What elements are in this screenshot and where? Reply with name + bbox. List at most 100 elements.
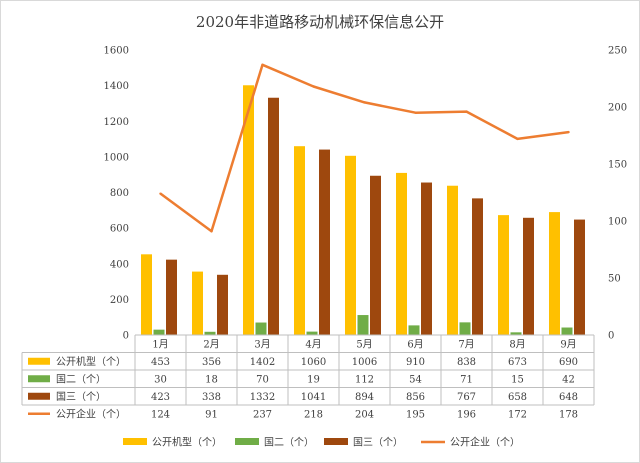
data-label: 218 [304,409,323,420]
line-path [159,63,569,233]
bar [498,215,509,335]
chart-title: 2020年非道路移动机械环保信息公开 [196,13,444,31]
data-label: 196 [457,409,476,420]
data-label: 767 [457,392,476,403]
data-label: 1402 [250,357,275,368]
line-series [159,63,570,233]
y-left-tick-label: 800 [110,188,129,199]
bar [345,155,356,335]
legend-entry: 公开企业（个） [450,436,520,449]
table-series-name: 公开企业（个） [56,407,126,420]
data-label: 70 [256,374,269,385]
line-point [363,101,366,104]
y-left-tick-label: 1000 [104,152,129,163]
bar [370,175,381,335]
data-label: 54 [409,374,422,385]
bar [357,315,369,335]
data-label: 648 [559,392,578,403]
bar [574,219,585,335]
category-label: 9月 [560,339,576,351]
y-left-tick-label: 1200 [104,117,129,128]
y-right-tick-label: 100 [608,217,627,228]
legend-entry: 公开机型（个） [152,436,222,449]
bar [447,185,458,335]
table-series-swatch [28,375,50,383]
y-left-tick-label: 600 [110,224,129,235]
category-label: 6月 [407,339,423,351]
data-label: 838 [457,357,476,368]
data-label: 1041 [301,392,326,403]
y-right-tick-label: 150 [608,160,627,171]
legend-swatch [235,438,259,445]
bar [268,97,279,335]
line-point [465,110,468,113]
data-label: 356 [202,357,221,368]
legend-swatch [123,438,147,445]
bar [255,322,267,335]
bar [459,322,471,335]
legend-entry: 国三（个） [353,437,403,449]
data-label: 423 [151,392,170,403]
data-label: 204 [355,409,374,420]
line-point [414,111,417,114]
data-label: 91 [205,409,218,420]
legend: 公开机型（个） 国二（个） 国三（个） 公开企业（个） [123,436,520,449]
data-label: 30 [154,374,167,385]
y-left-tick-label: 1400 [104,81,129,92]
category-label: 3月 [254,339,270,351]
line-point [261,63,264,67]
bar [153,329,165,335]
table-series-name: 公开机型（个） [56,355,126,368]
bar [166,259,177,335]
bar [472,198,483,335]
data-label: 178 [559,409,578,420]
bar [421,182,432,335]
data-label: 19 [307,374,320,385]
line-point [516,137,519,141]
data-label: 453 [151,357,170,368]
bar [217,274,228,335]
bar [561,327,573,335]
data-label: 42 [562,374,575,385]
data-label: 71 [460,374,473,385]
bar [306,331,318,335]
line-point [159,192,162,195]
data-label: 690 [559,357,578,368]
bar-series [141,85,585,335]
category-label: 1月 [152,339,168,351]
category-label: 8月 [509,339,525,351]
y-left-tick-label: 400 [110,259,129,270]
y-left-tick-label: 0 [123,331,129,342]
bar [523,217,534,335]
y-left-tick-label: 1600 [104,46,129,57]
table-series-swatch [28,392,50,400]
y-right-tick-label: 250 [608,46,627,57]
data-label: 658 [508,392,527,403]
category-label: 2月 [203,339,219,351]
line-point [210,230,213,233]
bar [243,85,254,335]
data-label: 673 [508,357,527,368]
data-label: 195 [406,409,425,420]
category-label: 7月 [458,339,474,351]
y-left-tick-label: 200 [110,295,129,306]
table-series-name: 国三（个） [56,391,106,403]
table-series-swatch [28,357,50,365]
data-label: 1332 [250,392,275,403]
table-series-name: 国二（个） [56,373,106,385]
bar [141,254,152,335]
data-label: 1060 [301,357,326,368]
line-point [312,85,315,88]
data-label: 18 [205,374,218,385]
bar [510,332,522,335]
data-label: 1006 [352,357,377,368]
data-label: 856 [406,392,425,403]
data-label: 172 [508,409,527,420]
category-label: 5月 [356,339,372,351]
data-label: 124 [151,409,170,420]
data-label: 15 [511,374,524,385]
data-label: 338 [202,392,221,403]
